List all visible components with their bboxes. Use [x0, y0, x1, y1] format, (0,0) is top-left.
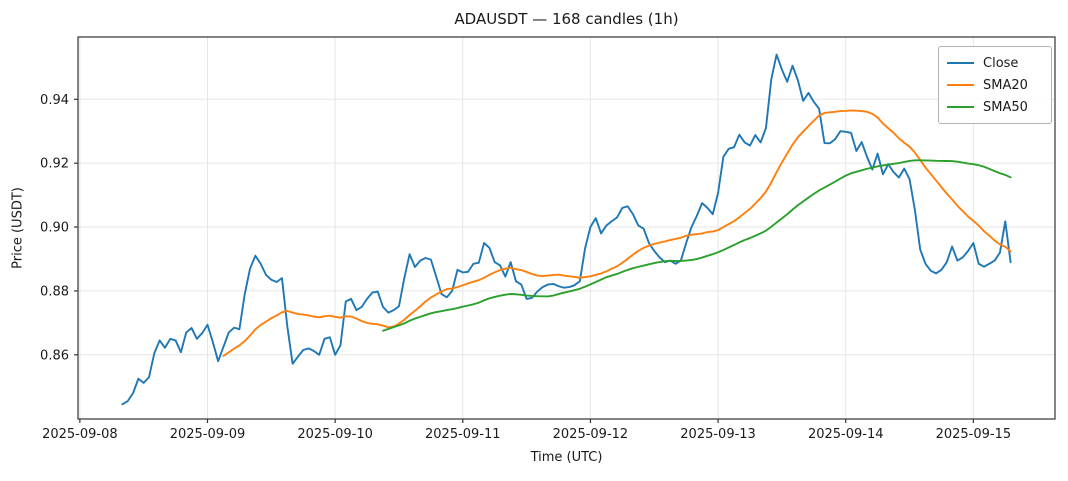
x-tick-label: 2025-09-15 — [936, 427, 1012, 442]
x-tick-label: 2025-09-13 — [680, 427, 756, 442]
x-axis-label: Time (UTC) — [530, 450, 603, 465]
legend-label-sma20: SMA20 — [983, 77, 1028, 93]
legend-item-sma50: SMA50 — [947, 97, 1043, 117]
y-tick-label: 0.88 — [40, 284, 69, 299]
x-tick-label: 2025-09-12 — [553, 427, 629, 442]
x-tick-label: 2025-09-14 — [808, 427, 884, 442]
series-line-sma20 — [222, 109, 1012, 357]
legend: Close SMA20 SMA50 — [938, 46, 1052, 124]
legend-line-swatch-close — [947, 62, 974, 64]
y-tick-label: 0.90 — [40, 221, 69, 236]
chart-title: ADAUSDT — 168 candles (1h) — [454, 10, 679, 28]
y-tick-label: 0.94 — [40, 93, 69, 108]
y-tick-label: 0.86 — [40, 348, 69, 363]
y-tick-label: 0.92 — [40, 157, 69, 172]
legend-line-swatch-sma20 — [947, 84, 974, 86]
legend-item-sma20: SMA20 — [947, 75, 1043, 95]
series-line-close — [121, 53, 1012, 406]
series-line-sma50 — [382, 159, 1012, 332]
legend-line-swatch-sma50 — [947, 106, 974, 108]
legend-item-close: Close — [947, 53, 1043, 73]
x-tick-label: 2025-09-08 — [42, 427, 118, 442]
x-tick-label: 2025-09-11 — [425, 427, 501, 442]
x-tick-label: 2025-09-09 — [170, 427, 246, 442]
legend-label-close: Close — [983, 55, 1019, 71]
legend-label-sma50: SMA50 — [983, 99, 1028, 115]
x-tick-label: 2025-09-10 — [297, 427, 373, 442]
plot-border — [77, 36, 1056, 420]
